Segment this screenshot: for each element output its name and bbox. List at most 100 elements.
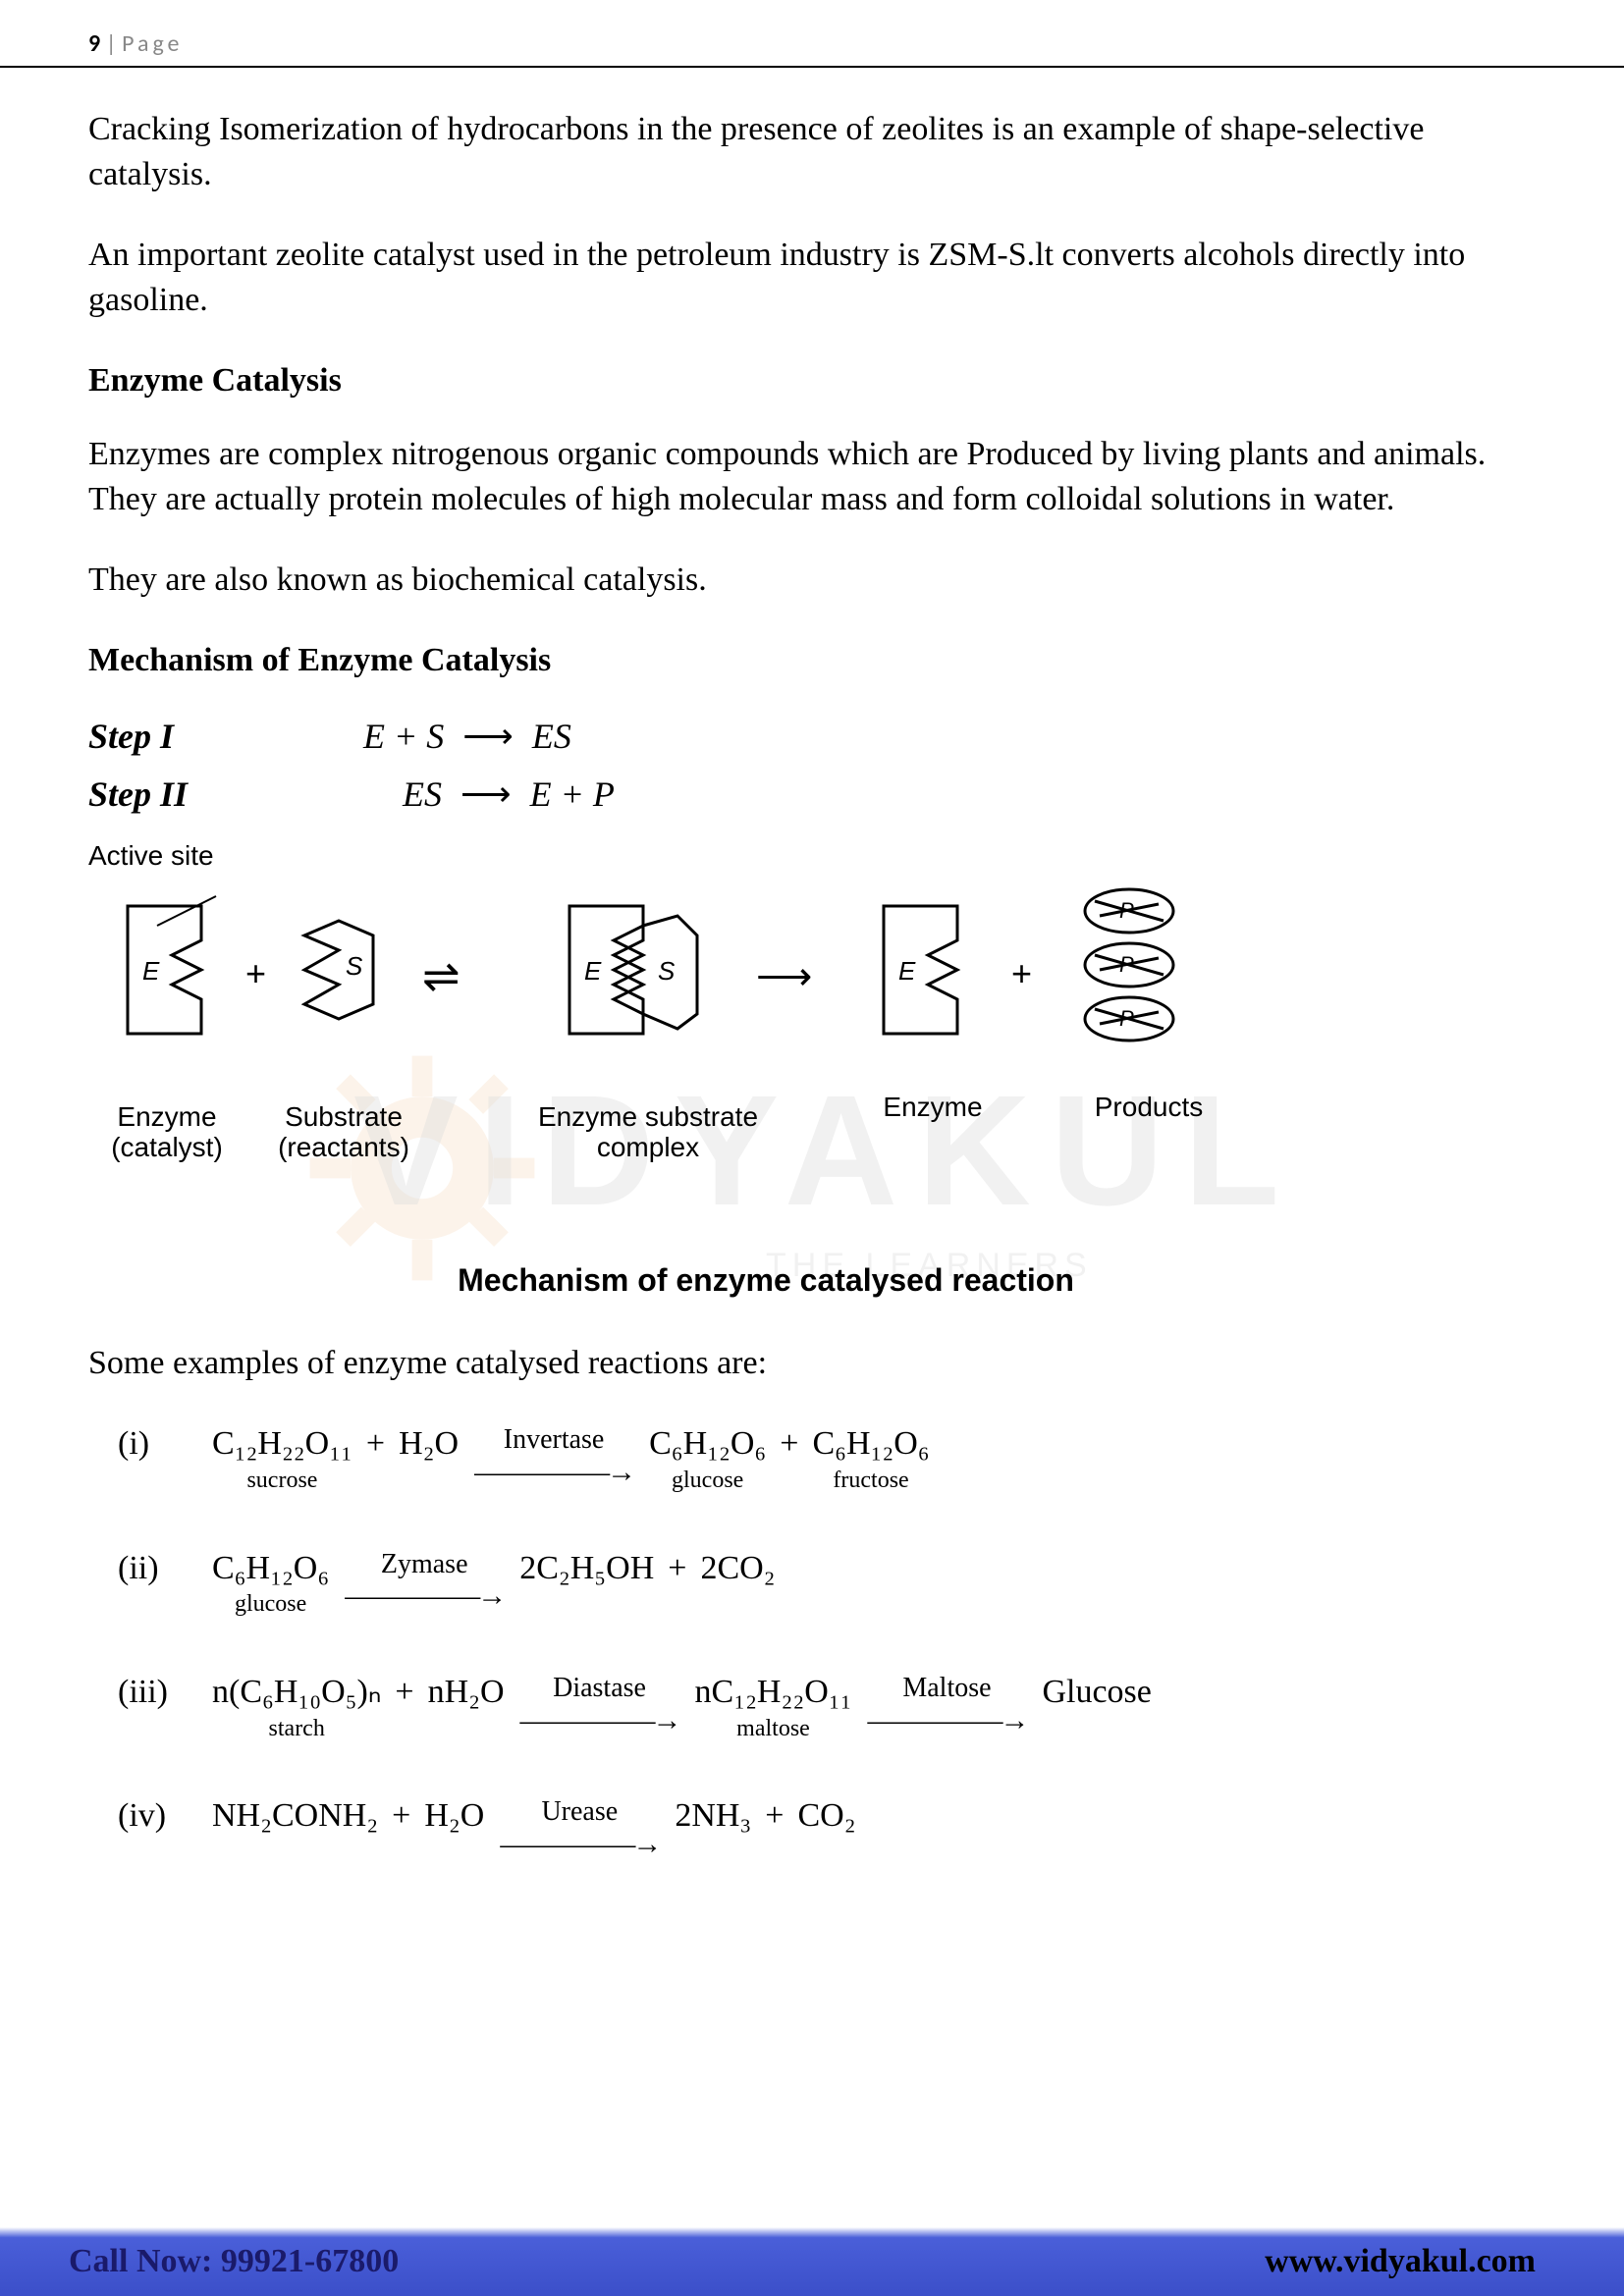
reactions-list: (i)C₁₂H₂₂O₁₁sucrose+H₂OInvertase―――――→C₆… (118, 1421, 1536, 1864)
active-site-label: Active site (88, 837, 214, 875)
step-1-equation: E + S ⟶ ES (363, 713, 571, 761)
reaction-arrow: Maltose―――――→ (867, 1670, 1026, 1740)
plus-sign: + (395, 1670, 413, 1715)
products-shape-icon: P P P (1070, 877, 1208, 1053)
footer-website: www.vidyakul.com (1265, 2243, 1536, 2280)
step-2-equation: ES ⟶ E + P (403, 771, 615, 819)
chemical-formula: n(C₆H₁₀O₅)ₙ (212, 1670, 381, 1715)
enzyme-shape-icon: E (864, 886, 992, 1053)
compound-name: maltose (736, 1713, 810, 1744)
diagram-label-substrate: Substrate (reactants) (265, 1102, 422, 1163)
plus-sign: + (366, 1421, 385, 1467)
page-number-sep: | (100, 29, 122, 58)
arrow-icon: ―――――→ (474, 1453, 633, 1493)
reaction-body: C₁₂H₂₂O₁₁sucrose+H₂OInvertase―――――→C₆H₁₂… (206, 1421, 936, 1496)
chemical-formula: nH₂O (428, 1670, 505, 1715)
plus-sign: + (780, 1421, 798, 1467)
svg-text:E: E (584, 956, 602, 986)
label-catalyst: (catalyst) (111, 1132, 223, 1162)
reaction-row: (iv)NH₂CONH₂ + H₂O Urease―――――→ 2NH₃ + CO₂ (118, 1793, 1536, 1864)
substrate-shape-icon: S (285, 906, 393, 1034)
step-2-label: Step II (88, 771, 363, 819)
svg-text:E: E (898, 956, 916, 986)
chemical-formula: CO₂ (797, 1793, 855, 1839)
chemical-formula: C₆H₁₂O₆ (212, 1546, 329, 1591)
arrow-icon: ⟶ (462, 713, 514, 761)
label-enzyme: Enzyme (117, 1101, 216, 1132)
reaction-arrow: Diastase―――――→ (520, 1670, 679, 1740)
diagram-label-complex: Enzyme substrate complex (501, 1102, 795, 1163)
paragraph-enzymes: Enzymes are complex nitrogenous organic … (88, 432, 1536, 522)
reaction-term: C₆H₁₂O₆glucose (649, 1421, 766, 1496)
reaction-body: n(C₆H₁₀O₅)ₙstarch + nH₂O Diastase―――――→ nC₁₂… (206, 1670, 1158, 1744)
compound-name: glucose (235, 1588, 306, 1620)
page-number-value: 9 (88, 29, 100, 58)
reaction-arrow: Zymase―――――→ (345, 1546, 504, 1617)
page-header: 9 | Page (0, 0, 1624, 68)
diagram-label-enzyme2: Enzyme (864, 1093, 1001, 1123)
diagram-label-products: Products (1070, 1093, 1227, 1123)
label-complex-1: Enzyme substrate (538, 1101, 758, 1132)
mechanism-diagram: Active site E + S ⇌ E S ⟶ E + (88, 837, 1365, 1250)
reaction-term: CO₂ (797, 1793, 855, 1839)
reaction-term: C₆H₁₂O₆glucose (212, 1546, 329, 1621)
compound-name: fructose (833, 1465, 908, 1496)
page-number-label: Page (122, 29, 183, 58)
step-1-rhs: ES (532, 717, 571, 756)
reaction-term: H₂O (399, 1421, 459, 1467)
svg-text:E: E (142, 956, 160, 986)
diagram-label-enzyme: Enzyme (catalyst) (98, 1102, 236, 1163)
reaction-term: n(C₆H₁₀O₅)ₙstarch (212, 1670, 381, 1744)
diagram-caption: Mechanism of enzyme catalysed reaction (324, 1259, 1208, 1302)
reaction-term: 2NH₃ (675, 1793, 751, 1839)
label-complex-2: complex (597, 1132, 699, 1162)
step-1: Step I E + S ⟶ ES (88, 713, 1536, 761)
reaction-number: (iii) (118, 1670, 206, 1715)
reaction-number: (i) (118, 1421, 206, 1467)
paragraph-cracking: Cracking Isomerization of hydrocarbons i… (88, 107, 1536, 197)
plus-icon: + (1011, 950, 1032, 998)
reaction-term: NH₂CONH₂ (212, 1793, 378, 1839)
mechanism-steps: Step I E + S ⟶ ES Step II ES ⟶ E + P (88, 713, 1536, 818)
chemical-formula: NH₂CONH₂ (212, 1793, 378, 1839)
chemical-formula: 2CO₂ (700, 1546, 775, 1591)
reaction-term: C₆H₁₂O₆fructose (812, 1421, 929, 1496)
chemical-formula: C₁₂H₂₂O₁₁ (212, 1421, 352, 1467)
compound-name: glucose (672, 1465, 743, 1496)
svg-text:S: S (346, 951, 363, 981)
reaction-term: Glucose (1042, 1670, 1151, 1715)
label-products: Products (1095, 1092, 1204, 1122)
complex-shape-icon: E S (550, 886, 717, 1053)
arrow-icon: ―――――→ (500, 1825, 659, 1865)
label-enzyme2: Enzyme (883, 1092, 982, 1122)
step-2-rhs: E + P (530, 774, 615, 814)
reaction-row: (iii)n(C₆H₁₀O₅)ₙstarch + nH₂O Diastase―――――… (118, 1670, 1536, 1744)
page-number: 9 | Page (88, 29, 184, 58)
reaction-body: C₆H₁₂O₆glucoseZymase―――――→2C₂H₅OH+2CO₂ (206, 1546, 782, 1621)
chemical-formula: H₂O (399, 1421, 459, 1467)
chemical-formula: C₆H₁₂O₆ (812, 1421, 929, 1467)
reaction-number: (iv) (118, 1793, 206, 1839)
reaction-number: (ii) (118, 1546, 206, 1591)
reaction-term: H₂O (424, 1793, 484, 1839)
step-1-label: Step I (88, 713, 363, 761)
compound-name: sucrose (246, 1465, 317, 1496)
chemical-formula: nC₁₂H₂₂O₁₁ (695, 1670, 852, 1715)
plus-sign: + (392, 1793, 410, 1839)
reaction-body: NH₂CONH₂ + H₂O Urease―――――→ 2NH₃ + CO₂ (206, 1793, 862, 1864)
arrow-icon: ⟶ (756, 950, 812, 1003)
reaction-arrow: Urease―――――→ (500, 1793, 659, 1864)
paragraph-zeolite: An important zeolite catalyst used in th… (88, 233, 1536, 323)
step-2-lhs: ES (403, 774, 442, 814)
heading-enzyme-catalysis: Enzyme Catalysis (88, 358, 1536, 403)
reaction-term: nH₂O (428, 1670, 505, 1715)
compound-name: starch (269, 1713, 325, 1744)
label-reactants: (reactants) (278, 1132, 409, 1162)
reaction-term: C₁₂H₂₂O₁₁sucrose (212, 1421, 352, 1496)
chemical-formula: C₆H₁₂O₆ (649, 1421, 766, 1467)
reaction-row: (i)C₁₂H₂₂O₁₁sucrose+H₂OInvertase―――――→C₆… (118, 1421, 1536, 1496)
svg-text:S: S (658, 956, 676, 986)
plus-icon: + (245, 950, 266, 998)
plus-sign: + (765, 1793, 784, 1839)
reaction-arrow: Invertase―――――→ (474, 1421, 633, 1492)
